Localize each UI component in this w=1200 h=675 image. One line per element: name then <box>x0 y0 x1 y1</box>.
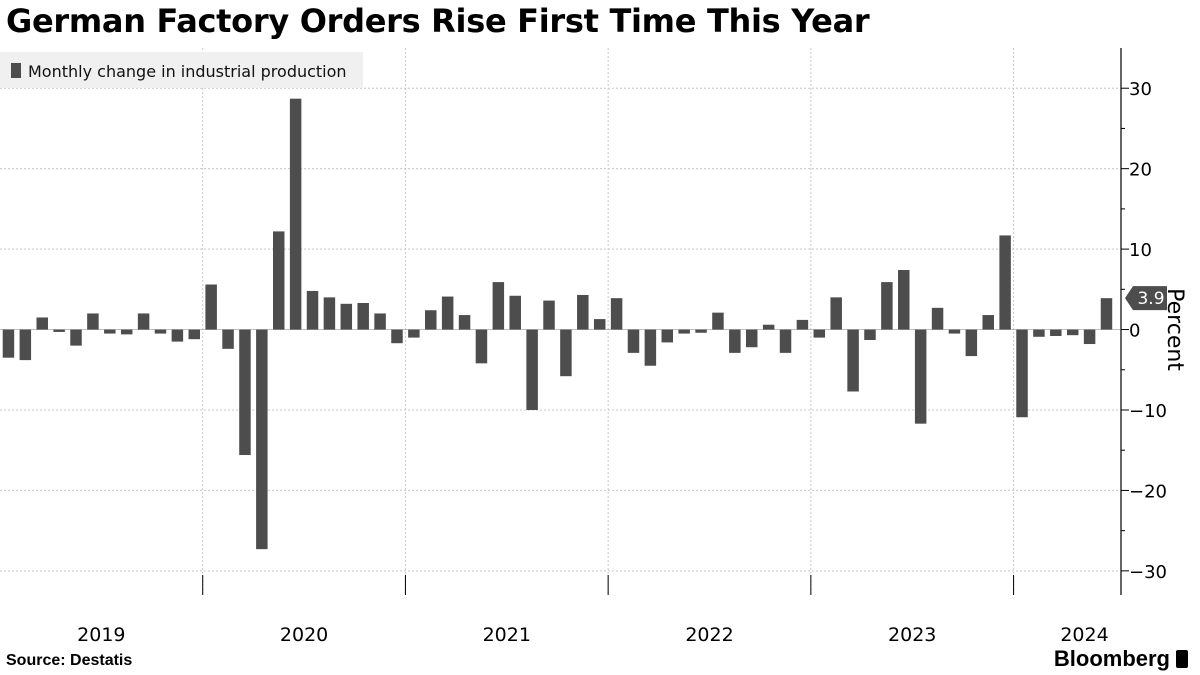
bar-2019-12 <box>188 329 201 340</box>
x-tick-label-2024: 2024 <box>1060 624 1108 646</box>
bar-2022-06 <box>695 329 707 333</box>
bar-2022-09 <box>745 329 758 348</box>
x-tick-label-2022: 2022 <box>685 624 733 646</box>
bar-2022-07 <box>712 312 724 330</box>
bar-2023-09 <box>948 329 961 334</box>
legend-label: Monthly change in industrial production <box>28 62 347 81</box>
bar-2021-01 <box>408 329 420 338</box>
y-tick-label: −30 <box>1129 562 1167 583</box>
bar-2023-04 <box>864 329 876 341</box>
bar-2020-11 <box>374 313 386 330</box>
grid-layer <box>0 48 1120 595</box>
bar-2023-08 <box>931 307 944 330</box>
bar-2022-03 <box>644 329 657 366</box>
bar-2020-02 <box>222 329 234 349</box>
bar-2022-04 <box>661 329 674 343</box>
y-tick-label: 10 <box>1129 240 1152 261</box>
bar-2023-11 <box>982 315 994 330</box>
bar-2019-02 <box>19 329 32 361</box>
bar-2021-10 <box>560 329 572 377</box>
brand-text: Bloomberg <box>1053 646 1170 671</box>
bar-2021-11 <box>577 294 589 330</box>
bar-2023-12 <box>999 235 1011 330</box>
bar-2020-04 <box>256 329 268 550</box>
bar-2019-01 <box>2 329 15 358</box>
x-tick-label-2021: 2021 <box>483 624 531 646</box>
legend-box <box>0 52 363 88</box>
bar-2021-07 <box>509 295 521 330</box>
bloomberg-logo: Bloomberg <box>1054 646 1188 672</box>
bar-2024-06 <box>1100 298 1113 330</box>
bar-2020-03 <box>239 329 251 456</box>
bar-2019-10 <box>154 329 167 334</box>
bar-2021-06 <box>492 282 505 330</box>
bar-2023-06 <box>898 270 910 330</box>
bar-2024-02 <box>1033 329 1045 337</box>
bar-2024-05 <box>1083 329 1096 345</box>
bars-layer <box>2 98 1113 550</box>
source-note: Source: Destatis <box>6 652 133 669</box>
bar-2020-01 <box>205 284 217 330</box>
bar-2020-05 <box>272 231 285 330</box>
bar-2019-08 <box>120 329 133 335</box>
bar-2019-05 <box>70 329 82 346</box>
x-tick-label-2023: 2023 <box>888 624 936 646</box>
bar-2020-06 <box>289 98 302 330</box>
y-tick-label: −10 <box>1129 401 1167 422</box>
bar-2019-03 <box>36 317 48 330</box>
bar-2019-06 <box>87 313 99 330</box>
bar-2020-12 <box>391 329 403 344</box>
bar-2019-09 <box>137 313 150 330</box>
last-value-callout: 3.9 <box>1125 286 1167 311</box>
bar-2021-02 <box>425 310 437 330</box>
bar-2023-02 <box>830 297 842 330</box>
x-tick-label-2020: 2020 <box>280 624 328 646</box>
bar-2024-01 <box>1016 329 1028 418</box>
y-axis: 30 20 10 0 −10 −20 −30 <box>202 48 1167 595</box>
bar-2023-03 <box>847 329 859 392</box>
bar-2021-09 <box>543 300 555 330</box>
bar-2022-12 <box>796 319 809 330</box>
bar-2021-03 <box>441 296 454 330</box>
bar-2021-08 <box>526 329 538 410</box>
x-axis-labels: 2019 2020 2021 2022 2023 2024 <box>77 624 1109 646</box>
bar-2024-04 <box>1066 329 1079 336</box>
y-tick-label: −20 <box>1129 481 1167 502</box>
bar-2021-04 <box>458 315 471 330</box>
y-tick-label: 0 <box>1129 321 1140 342</box>
bar-2020-07 <box>306 290 319 330</box>
bar-2021-12 <box>593 319 606 330</box>
bar-2023-01 <box>813 329 826 338</box>
bar-2020-08 <box>323 297 336 330</box>
callout-value: 3.9 <box>1137 289 1164 309</box>
chart-title: German Factory Orders Rise First Time Th… <box>6 2 870 40</box>
bar-2020-09 <box>340 303 353 330</box>
bar-2019-11 <box>171 329 184 342</box>
bar-2021-05 <box>475 329 488 364</box>
bar-2022-10 <box>762 324 775 330</box>
x-tick-label-2019: 2019 <box>77 624 125 646</box>
bar-2019-04 <box>53 329 65 332</box>
bar-2022-01 <box>610 298 623 330</box>
y-tick-label: 30 <box>1129 79 1152 100</box>
bar-2023-10 <box>965 329 978 357</box>
legend-swatch <box>11 63 21 78</box>
bloomberg-mark-icon <box>1176 650 1188 668</box>
bar-2022-05 <box>678 329 690 334</box>
bar-2022-08 <box>729 329 741 353</box>
bar-2023-05 <box>881 282 893 330</box>
callout-box <box>1125 286 1167 311</box>
legend: Monthly change in industrial production <box>0 52 363 88</box>
bar-2022-02 <box>627 329 640 353</box>
bar-2024-03 <box>1050 329 1062 336</box>
bar-2020-10 <box>357 302 369 330</box>
bar-2023-07 <box>914 329 927 424</box>
bar-2022-11 <box>779 329 792 353</box>
y-tick-label: 20 <box>1129 160 1152 181</box>
bar-2019-07 <box>104 329 116 334</box>
